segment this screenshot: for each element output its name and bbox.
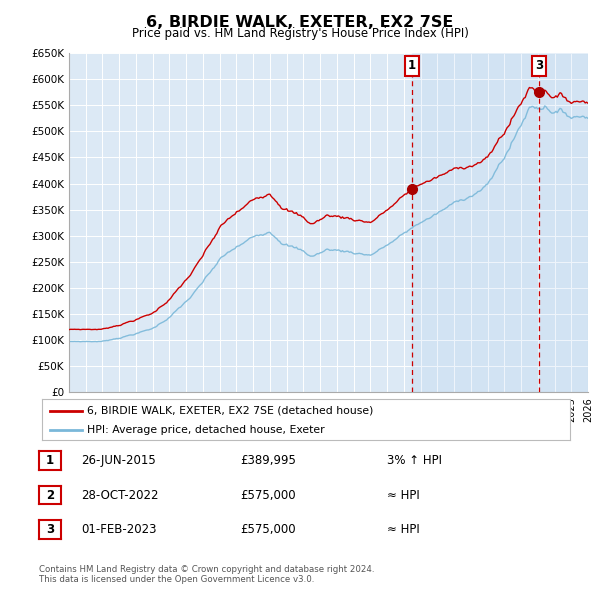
Text: ≈ HPI: ≈ HPI [387,523,420,536]
Text: 01-FEB-2023: 01-FEB-2023 [81,523,157,536]
Text: HPI: Average price, detached house, Exeter: HPI: Average price, detached house, Exet… [87,425,325,434]
Text: 2: 2 [46,489,54,502]
Text: £389,995: £389,995 [240,454,296,467]
Text: ≈ HPI: ≈ HPI [387,489,420,502]
Text: 1: 1 [408,60,416,73]
Text: 28-OCT-2022: 28-OCT-2022 [81,489,158,502]
Text: Price paid vs. HM Land Registry's House Price Index (HPI): Price paid vs. HM Land Registry's House … [131,27,469,40]
Text: £575,000: £575,000 [240,523,296,536]
Text: 1: 1 [46,454,54,467]
Text: 6, BIRDIE WALK, EXETER, EX2 7SE (detached house): 6, BIRDIE WALK, EXETER, EX2 7SE (detache… [87,406,373,416]
Text: 3: 3 [46,523,54,536]
Text: 26-JUN-2015: 26-JUN-2015 [81,454,156,467]
Text: 3: 3 [535,60,543,73]
Text: 3% ↑ HPI: 3% ↑ HPI [387,454,442,467]
Bar [412,53,588,392]
Text: 6, BIRDIE WALK, EXETER, EX2 7SE: 6, BIRDIE WALK, EXETER, EX2 7SE [146,15,454,30]
Text: £575,000: £575,000 [240,489,296,502]
Text: Contains HM Land Registry data © Crown copyright and database right 2024.
This d: Contains HM Land Registry data © Crown c… [39,565,374,584]
